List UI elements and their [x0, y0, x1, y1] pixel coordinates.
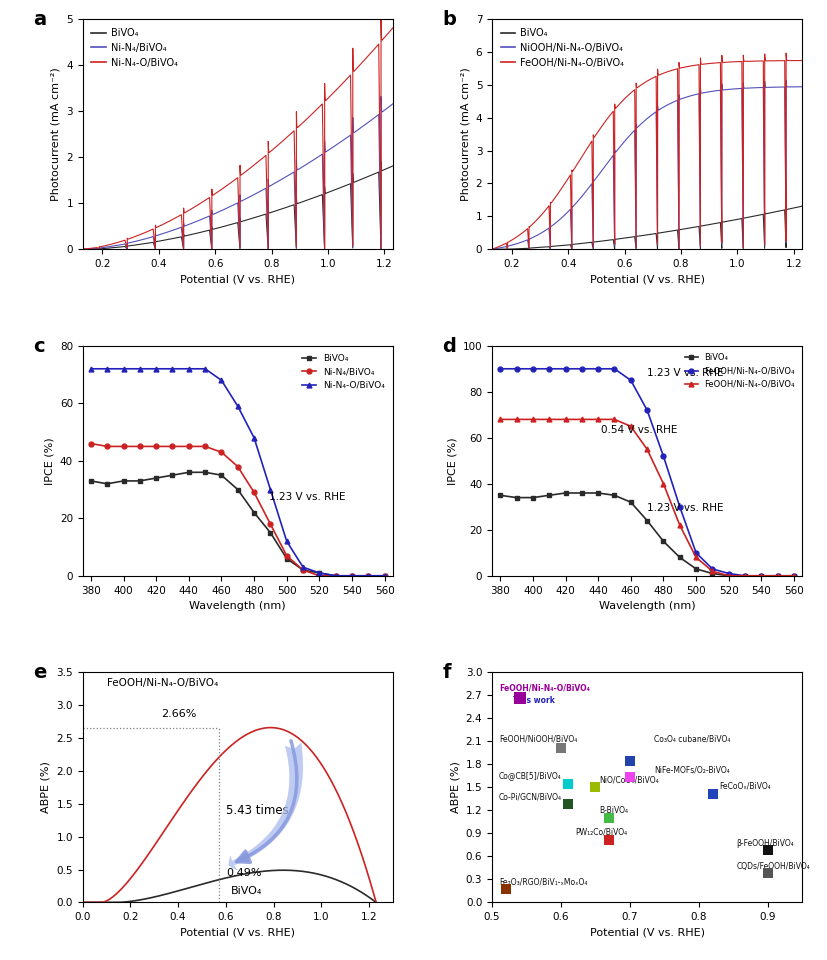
Text: NiFe-MOFs/O₂-BiVO₄: NiFe-MOFs/O₂-BiVO₄ — [654, 765, 729, 775]
Point — [589, 780, 602, 795]
Legend: BiVO₄, NiOOH/Ni-N₄-O/BiVO₄, FeOOH/Ni-N₄-O/BiVO₄: BiVO₄, NiOOH/Ni-N₄-O/BiVO₄, FeOOH/Ni-N₄-… — [497, 24, 629, 72]
X-axis label: Potential (V vs. RHE): Potential (V vs. RHE) — [180, 927, 295, 938]
Text: e: e — [33, 663, 46, 683]
Text: 1.23 V vs. RHE: 1.23 V vs. RHE — [647, 503, 724, 514]
Point — [624, 770, 637, 785]
Text: CQDs/FeOOH/BiVO₄: CQDs/FeOOH/BiVO₄ — [737, 862, 810, 871]
X-axis label: Potential (V vs. RHE): Potential (V vs. RHE) — [590, 275, 705, 284]
Text: This work: This work — [513, 696, 555, 705]
Text: 0.49%: 0.49% — [226, 868, 261, 878]
X-axis label: Wavelength (nm): Wavelength (nm) — [189, 601, 286, 612]
Legend: BiVO₄, FeOOH/Ni-N₄-O/BiVO₄, FeOOH/Ni-N₄-O/BiVO₄: BiVO₄, FeOOH/Ni-N₄-O/BiVO₄, FeOOH/Ni-N₄-… — [681, 350, 798, 392]
Text: a: a — [33, 10, 46, 29]
Point — [603, 810, 616, 826]
Text: 1.23 V vs. RHE: 1.23 V vs. RHE — [647, 368, 724, 377]
FancyArrowPatch shape — [228, 742, 303, 871]
Text: FeOOH/NiOOH/BiVO₄: FeOOH/NiOOH/BiVO₄ — [499, 734, 577, 744]
Text: β-FeOOH/BiVO₄: β-FeOOH/BiVO₄ — [737, 839, 795, 848]
Text: d: d — [442, 337, 457, 355]
Point — [761, 866, 774, 881]
FancyArrowPatch shape — [237, 741, 297, 862]
Text: BiVO₄: BiVO₄ — [231, 886, 262, 896]
Y-axis label: IPCE (%): IPCE (%) — [447, 437, 457, 485]
Text: FeOOH/Ni-N₄-O/BiVO₄: FeOOH/Ni-N₄-O/BiVO₄ — [499, 684, 590, 692]
Text: f: f — [442, 663, 451, 683]
Text: 5.43 times: 5.43 times — [226, 804, 289, 817]
Point — [562, 776, 575, 791]
Y-axis label: Photocurrent (mA cm⁻²): Photocurrent (mA cm⁻²) — [460, 67, 471, 201]
Text: PW₁₂Co/BiVO₄: PW₁₂Co/BiVO₄ — [575, 828, 627, 836]
Text: 0.54 V vs. RHE: 0.54 V vs. RHE — [600, 425, 677, 435]
Text: c: c — [33, 337, 45, 355]
Y-axis label: IPCE (%): IPCE (%) — [45, 437, 55, 485]
Y-axis label: ABPE (%): ABPE (%) — [41, 761, 50, 813]
Text: 1.23 V vs. RHE: 1.23 V vs. RHE — [269, 492, 346, 502]
X-axis label: Wavelength (nm): Wavelength (nm) — [599, 601, 696, 612]
X-axis label: Potential (V vs. RHE): Potential (V vs. RHE) — [590, 927, 705, 938]
Point — [706, 786, 719, 802]
Y-axis label: Photocurrent (mA cm⁻²): Photocurrent (mA cm⁻²) — [50, 67, 61, 201]
Text: Fe₂O₃/RGO/BiV₁-ₓMoₓO₄: Fe₂O₃/RGO/BiV₁-ₓMoₓO₄ — [499, 877, 587, 886]
Text: b: b — [442, 10, 457, 29]
Point — [554, 740, 567, 756]
Point — [500, 881, 513, 897]
Legend: BiVO₄, Ni-N₄/BiVO₄, Ni-N₄-O/BiVO₄: BiVO₄, Ni-N₄/BiVO₄, Ni-N₄-O/BiVO₄ — [299, 350, 389, 394]
Legend: BiVO₄, Ni-N₄/BiVO₄, Ni-N₄-O/BiVO₄: BiVO₄, Ni-N₄/BiVO₄, Ni-N₄-O/BiVO₄ — [88, 24, 182, 72]
Text: FeCoOₓ/BiVO₄: FeCoOₓ/BiVO₄ — [719, 781, 772, 790]
Text: NiO/CoOₓ/BiVO₄: NiO/CoOₓ/BiVO₄ — [599, 776, 658, 784]
Point — [624, 753, 637, 768]
Point — [603, 832, 616, 848]
X-axis label: Potential (V vs. RHE): Potential (V vs. RHE) — [180, 275, 295, 284]
Point — [761, 843, 774, 858]
Point — [562, 797, 575, 812]
Point — [513, 691, 526, 707]
Text: B-BiVO₄: B-BiVO₄ — [599, 806, 628, 815]
Text: Co@CB[5]/BiVO₄: Co@CB[5]/BiVO₄ — [499, 771, 562, 780]
Text: Co₃O₄ cubane/BiVO₄: Co₃O₄ cubane/BiVO₄ — [654, 734, 730, 744]
Text: FeOOH/Ni-N₄-O/BiVO₄: FeOOH/Ni-N₄-O/BiVO₄ — [107, 678, 218, 687]
Text: 2.66%: 2.66% — [161, 709, 197, 719]
Y-axis label: ABPE (%): ABPE (%) — [450, 761, 460, 813]
Text: Co-Pi/GCN/BiVO₄: Co-Pi/GCN/BiVO₄ — [499, 792, 562, 802]
